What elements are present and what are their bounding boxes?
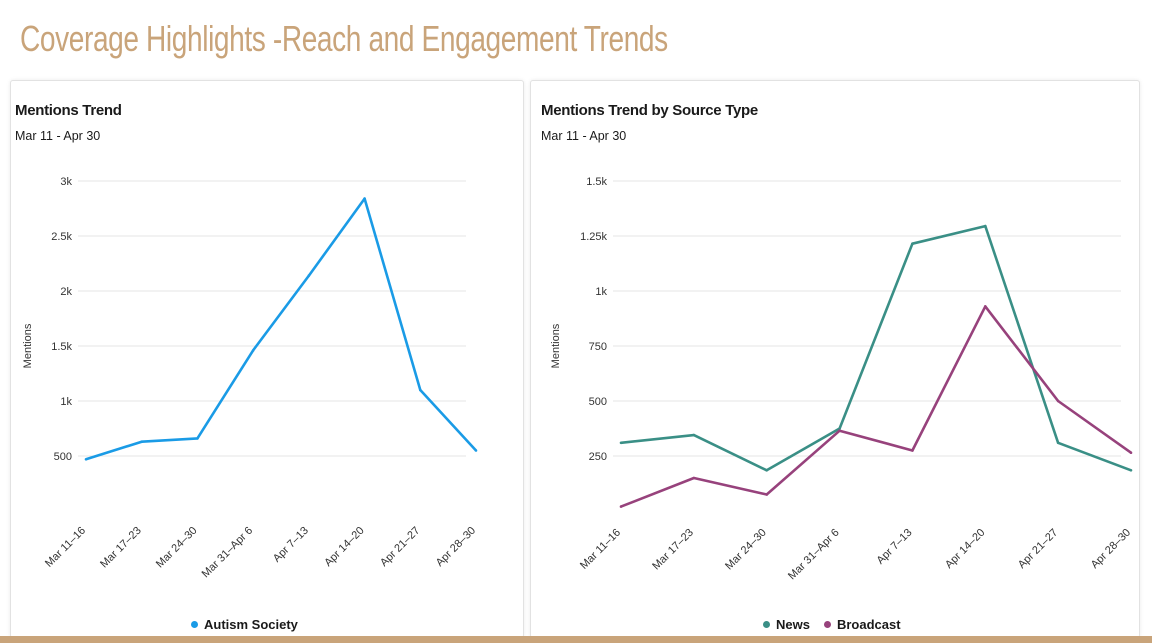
source-type-chart: 250 500 750 1k 1.25k 1.5k Mentions Mar 11–16 Mar… — [550, 176, 1133, 583]
y-tick-label: 500 — [54, 451, 72, 463]
data-point — [1056, 441, 1060, 445]
data-point — [474, 449, 478, 452]
legend-label: News — [776, 617, 810, 632]
chart-legend: Autism Society — [191, 617, 312, 632]
data-point — [765, 469, 769, 472]
chart-title: Mentions Trend by Source Type — [541, 102, 758, 119]
legend-item: News — [763, 617, 810, 632]
mentions-trend-chart: 500 1k 1.5k 2k 2.5k 3k Mentions Mar 11–16 Mar 17… — [22, 176, 478, 581]
y-tick-label: 1k — [595, 286, 607, 298]
x-tick-label: Mar 24–30 — [723, 527, 769, 573]
x-tick-label: Mar 24–30 — [154, 525, 200, 571]
data-point — [983, 305, 987, 308]
y-tick-label: 500 — [589, 396, 607, 408]
x-tick-label: Mar 17–23 — [98, 525, 144, 571]
legend-item: Broadcast — [823, 617, 901, 632]
y-tick-label: 2.5k — [51, 231, 72, 243]
series-line-broadcast — [620, 305, 1132, 508]
series-line-news — [620, 224, 1132, 472]
chart-subtitle: Mar 11 - Apr 30 — [15, 129, 101, 143]
legend-dot-icon — [763, 621, 770, 629]
bottom-accent-bar — [0, 636, 1152, 643]
data-point — [983, 224, 987, 228]
x-tick-label: Mar 11–16 — [578, 527, 623, 572]
y-tick-label: 250 — [589, 451, 607, 463]
slide-title: Coverage Highlights -Reach and Engagemen… — [20, 18, 668, 59]
x-tick-label: Apr 7–13 — [874, 527, 914, 567]
x-tick-label: Mar 11–16 — [43, 525, 88, 570]
data-point — [251, 349, 255, 352]
data-point — [196, 437, 199, 440]
y-tick-label: 2k — [60, 286, 72, 298]
data-point — [1056, 399, 1060, 403]
data-point — [619, 505, 623, 508]
data-point — [140, 440, 144, 444]
y-tick-label: 1.5k — [51, 341, 72, 353]
x-tick-label: Mar 31–Apr 6 — [200, 525, 256, 581]
y-tick-label: 1k — [60, 396, 72, 408]
legend-dot-icon — [191, 621, 198, 629]
x-tick-label: Apr 28–30 — [434, 525, 478, 569]
y-tick-label: 3k — [60, 176, 72, 188]
y-tick-label: 1.25k — [580, 231, 607, 243]
data-point — [619, 441, 623, 445]
legend-item: Autism Society — [191, 617, 298, 632]
x-tick-label: Apr 7–13 — [271, 525, 311, 565]
chart-title: Mentions Trend — [15, 102, 122, 119]
x-tick-label: Mar 17–23 — [650, 527, 696, 573]
x-tick-label: Apr 14–20 — [943, 527, 987, 571]
x-tick-label: Apr 21–27 — [1016, 527, 1060, 571]
data-point — [765, 493, 769, 496]
data-point — [838, 427, 841, 430]
x-tick-label: Apr 21–27 — [378, 525, 422, 569]
data-point — [911, 449, 914, 452]
x-tick-label: Apr 14–20 — [322, 525, 366, 569]
chart-subtitle: Mar 11 - Apr 30 — [541, 129, 627, 143]
data-point — [692, 476, 696, 480]
y-axis-title: Mentions — [22, 323, 34, 368]
data-point — [363, 197, 366, 200]
source-type-panel: Mentions Trend by Source Type Mar 11 - A… — [530, 80, 1140, 638]
chart-legend: News Broadcast — [763, 617, 915, 632]
data-point — [1129, 451, 1133, 455]
legend-label: Broadcast — [836, 617, 901, 632]
y-axis-title: Mentions — [550, 323, 562, 368]
y-tick-label: 750 — [589, 341, 607, 353]
data-point — [1129, 469, 1133, 472]
x-tick-label: Mar 31–Apr 6 — [786, 527, 842, 583]
legend-label: Autism Society — [204, 617, 298, 632]
legend-dot-icon — [823, 621, 831, 629]
y-tick-label: 1.5k — [586, 176, 607, 188]
data-point — [418, 388, 422, 392]
data-point — [838, 429, 841, 433]
data-point — [911, 242, 914, 245]
data-point — [84, 458, 88, 461]
data-point — [692, 433, 696, 437]
data-point — [307, 274, 311, 277]
series-line-autism-society — [85, 197, 477, 461]
mentions-trend-panel: Mentions Trend Mar 11 - Apr 30 500 1k 1.5k… — [10, 80, 524, 638]
x-tick-label: Apr 28–30 — [1089, 527, 1133, 571]
